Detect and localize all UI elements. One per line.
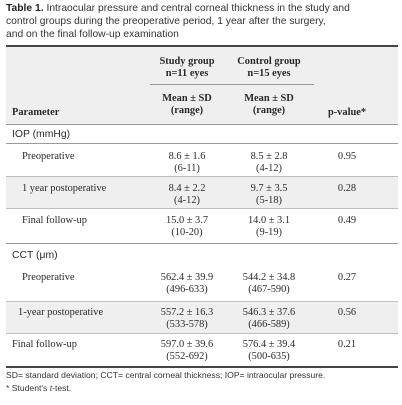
section-title-cct: CCT (μm): [12, 250, 58, 261]
study-mean: 562.4 ± 39.9: [160, 272, 214, 283]
control-mean: 14.0 ± 3.1: [247, 215, 291, 226]
footnote-prefix: * Student's: [6, 383, 50, 393]
row-label: 1 year postoperative: [22, 183, 107, 194]
control-range: (9-19): [256, 227, 282, 238]
row-label: Preoperative: [22, 151, 75, 162]
row-rule: [6, 208, 398, 209]
study-range: (552-692): [166, 351, 208, 362]
table-caption: Table 1. Intraocular pressure and centra…: [6, 2, 398, 41]
p-value: 0.56: [337, 307, 357, 318]
control-range: (4-12): [256, 163, 282, 174]
caption-line-3: and on the final follow-up examination: [6, 29, 179, 40]
parameter-heading: Parameter: [12, 107, 60, 118]
p-value: 0.95: [337, 151, 357, 162]
p-value: 0.27: [337, 272, 357, 283]
caption-line-2: control groups during the preoperative p…: [6, 16, 326, 27]
group-underline: [150, 84, 314, 85]
row-label: Final follow-up: [12, 339, 77, 350]
control-group-heading: Control group: [237, 56, 301, 67]
control-mean: 8.5 ± 2.8: [250, 151, 288, 162]
section-rule: [6, 243, 398, 244]
p-value: 0.28: [337, 183, 357, 194]
header-band: [6, 47, 398, 124]
abbreviations-note: SD= standard deviation; CCT= central cor…: [6, 370, 326, 380]
table-bottom-rule: [6, 366, 398, 368]
p-value: 0.21: [337, 339, 357, 350]
study-range: (4-12): [174, 195, 200, 206]
study-range: (10-20): [171, 227, 203, 238]
section-rule: [6, 143, 398, 144]
study-mean: 597.0 ± 39.6: [160, 339, 214, 350]
row-rule: [6, 301, 398, 302]
control-range: (500-635): [248, 351, 290, 362]
control-mean-sd-heading: Mean ± SD: [244, 93, 294, 104]
study-mean: 15.0 ± 3.7: [165, 215, 209, 226]
header-bottom-rule: [6, 124, 398, 125]
control-mean: 576.4 ± 39.4: [242, 339, 296, 350]
table-label: Table 1.: [6, 3, 44, 14]
control-mean: 546.3 ± 37.6: [242, 307, 296, 318]
control-range: (467-590): [248, 284, 290, 295]
row-rule: [6, 333, 398, 334]
study-mean-sd-heading: Mean ± SD: [162, 93, 212, 104]
study-group-n: n=11 eyes: [165, 68, 209, 79]
row-label: Preoperative: [22, 272, 75, 283]
row-band: [6, 176, 398, 208]
study-mean: 557.2 ± 16.3: [160, 307, 214, 318]
study-range: (496-633): [166, 284, 208, 295]
control-range: (466-589): [248, 319, 290, 330]
control-range: (5-18): [256, 195, 282, 206]
row-band: [6, 301, 398, 333]
study-range-heading: (range): [170, 105, 204, 116]
caption-line-1: Intraocular pressure and central corneal…: [46, 3, 350, 14]
control-mean: 544.2 ± 34.8: [242, 272, 296, 283]
row-label: 1-year postoperative: [18, 307, 104, 318]
p-value: 0.49: [337, 215, 357, 226]
row-label: Final follow-up: [22, 215, 87, 226]
study-mean: 8.6 ± 1.6: [168, 151, 206, 162]
section-title-iop: IOP (mmHg): [12, 129, 71, 140]
test-footnote: * Student's t-test.: [6, 382, 398, 394]
study-mean: 8.4 ± 2.2: [168, 183, 206, 194]
study-range: (533-578): [166, 319, 208, 330]
footnote-suffix: -test.: [52, 383, 72, 393]
pvalue-heading: p-value*: [327, 107, 367, 118]
row-rule: [6, 176, 398, 177]
control-mean: 9.7 ± 3.5: [250, 183, 288, 194]
study-range: (6-11): [174, 163, 200, 174]
study-group-heading: Study group: [159, 56, 215, 67]
footnote-italic: t: [49, 383, 53, 393]
table-top-rule: [6, 45, 398, 47]
control-range-heading: (range): [252, 105, 286, 116]
control-group-n: n=15 eyes: [247, 68, 291, 79]
